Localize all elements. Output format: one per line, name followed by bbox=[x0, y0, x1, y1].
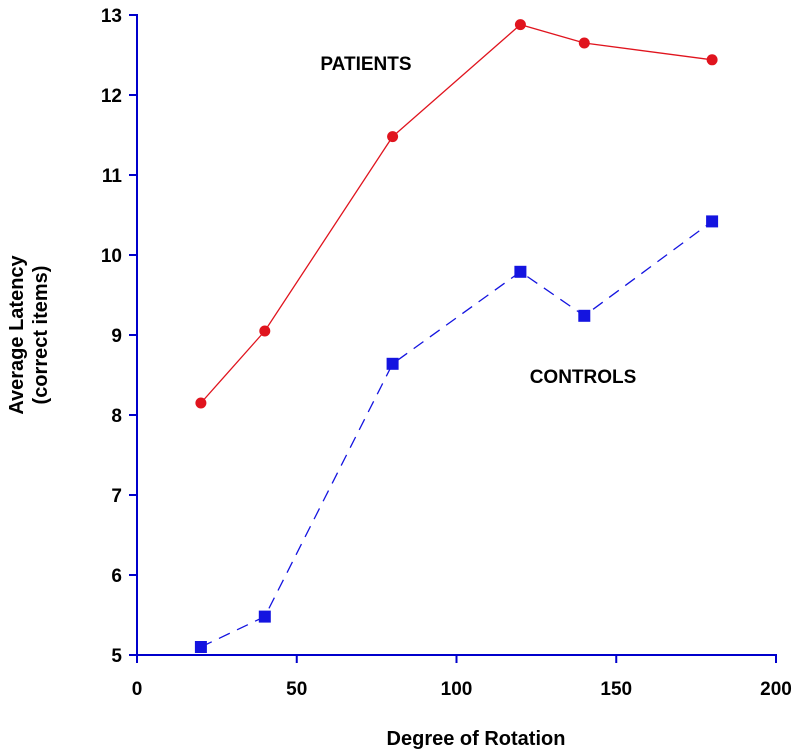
point-patients-180 bbox=[706, 54, 718, 66]
series-line-controls bbox=[200, 220, 713, 648]
point-controls-180 bbox=[706, 215, 719, 228]
y-axis-title-line-1: Average Latency bbox=[6, 254, 28, 414]
y-tick-label-9: 9 bbox=[111, 326, 122, 347]
series-label-controls: CONTROLS bbox=[530, 367, 637, 388]
x-ticks: 0 50 100 150 200 bbox=[132, 655, 792, 700]
x-axis-title: Degree of Rotation bbox=[387, 728, 566, 750]
y-tick-label-13: 13 bbox=[101, 6, 122, 27]
y-axis-title: Average Latency (correct items) bbox=[6, 254, 52, 414]
x-tick-label-0: 0 bbox=[132, 679, 143, 700]
series-line-patients bbox=[200, 23, 713, 404]
point-patients-120 bbox=[514, 19, 526, 31]
y-tick-label-10: 10 bbox=[101, 246, 122, 267]
point-controls-140 bbox=[578, 309, 591, 322]
series-controls bbox=[194, 215, 719, 653]
series-patients bbox=[195, 19, 718, 409]
y-axis-title-line-2: (correct items) bbox=[30, 266, 52, 405]
x-tick-label-150: 150 bbox=[600, 679, 632, 700]
point-controls-120 bbox=[514, 265, 527, 278]
series-label-patients: PATIENTS bbox=[320, 54, 411, 75]
x-tick-label-100: 100 bbox=[441, 679, 473, 700]
point-controls-20 bbox=[194, 641, 207, 653]
point-patients-40 bbox=[259, 325, 271, 337]
y-tick-label-6: 6 bbox=[111, 566, 122, 587]
point-controls-40 bbox=[258, 610, 271, 623]
y-tick-label-8: 8 bbox=[111, 406, 122, 427]
series-layer bbox=[194, 19, 719, 653]
axes bbox=[136, 14, 777, 663]
y-tick-label-7: 7 bbox=[111, 486, 122, 507]
point-patients-80 bbox=[387, 131, 399, 143]
x-tick-label-50: 50 bbox=[286, 679, 307, 700]
y-ticks: 5 6 7 8 9 10 11 12 13 bbox=[101, 6, 137, 667]
y-tick-label-5: 5 bbox=[111, 646, 122, 667]
point-patients-20 bbox=[195, 397, 207, 409]
x-tick-label-200: 200 bbox=[760, 679, 792, 700]
point-controls-80 bbox=[386, 357, 399, 370]
y-tick-label-12: 12 bbox=[101, 86, 122, 107]
y-tick-label-11: 11 bbox=[102, 166, 123, 187]
point-patients-140 bbox=[578, 37, 590, 49]
